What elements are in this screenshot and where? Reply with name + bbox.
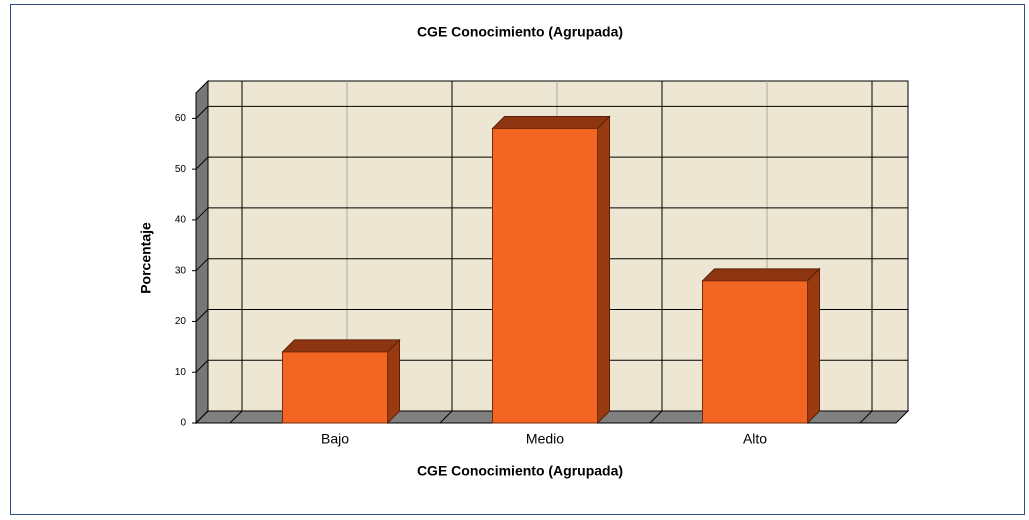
floor-divider (229, 410, 243, 424)
floor-divider (649, 410, 663, 424)
bar-side (807, 267, 820, 425)
chart-title: CGE Conocimiento (Agrupada) (417, 24, 623, 40)
y-tick-label: 40 (175, 215, 187, 226)
x-tick-label: Medio (526, 431, 564, 447)
bar-top (701, 268, 821, 282)
grid-line (195, 359, 209, 373)
grid-line (195, 410, 209, 424)
x-tick-label: Bajo (321, 431, 349, 447)
floor-divider (859, 410, 873, 424)
x-axis-label: CGE Conocimiento (Agrupada) (417, 463, 623, 479)
bar-top (491, 116, 611, 130)
left-wall (195, 79, 209, 425)
y-tick-label: 0 (180, 418, 186, 429)
grid-line (195, 309, 209, 322)
grid-line (195, 258, 209, 272)
y-axis-label: Porcentaje (138, 222, 154, 294)
y-tick-label: 10 (175, 367, 187, 378)
bar-side (597, 115, 610, 425)
grid-line (195, 156, 209, 170)
y-tick-label: 60 (175, 113, 187, 124)
y-tick-label: 50 (175, 164, 187, 175)
y-tick-label: 20 (175, 316, 187, 327)
grid-line (195, 106, 209, 119)
bar-side (387, 338, 400, 425)
bar (702, 280, 808, 424)
floor-divider (439, 410, 453, 424)
bar (492, 128, 598, 424)
bar-top (281, 339, 401, 353)
x-tick-label: Alto (743, 431, 767, 447)
y-tick-label: 30 (175, 265, 187, 276)
grid-line (195, 207, 209, 221)
bar (282, 351, 388, 424)
